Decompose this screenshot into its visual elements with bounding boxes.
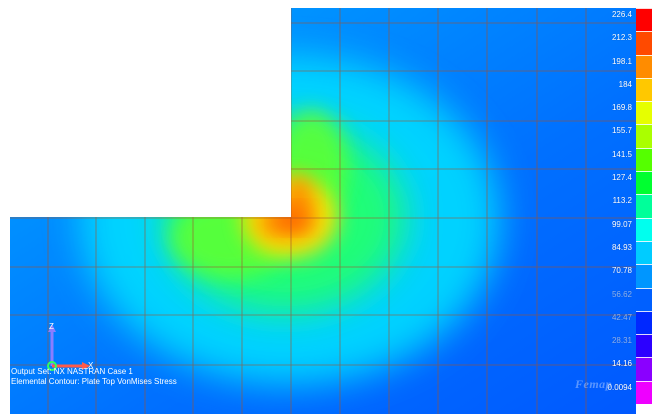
legend-color-swatch <box>636 31 652 55</box>
contour-type-label: Elemental Contour: Plate Top VonMises St… <box>11 377 177 386</box>
legend-color-swatch <box>636 8 652 32</box>
legend-value-label: 42.47 <box>572 313 632 323</box>
legend-value-label: 113.2 <box>572 196 632 206</box>
legend-value-label: 28.31 <box>572 336 632 346</box>
legend-color-swatch <box>636 101 652 125</box>
legend-value-label: 70.78 <box>572 266 632 276</box>
legend-value-label: 56.62 <box>572 290 632 300</box>
legend-value-label: 127.4 <box>572 173 632 183</box>
contour-legend-bar <box>636 8 652 404</box>
legend-color-swatch <box>636 124 652 148</box>
legend-color-swatch <box>636 334 652 358</box>
legend-color-swatch <box>636 288 652 312</box>
legend-value-label: 226.4 <box>572 10 632 20</box>
legend-value-label: 14.16 <box>572 359 632 369</box>
legend-color-swatch <box>636 148 652 172</box>
legend-value-label: 198.1 <box>572 57 632 67</box>
legend-color-swatch <box>636 171 652 195</box>
legend-value-label: 184 <box>572 80 632 90</box>
legend-color-swatch <box>636 264 652 288</box>
legend-color-swatch <box>636 194 652 218</box>
legend-value-label: 212.3 <box>572 33 632 43</box>
legend-color-swatch <box>636 381 652 405</box>
legend-value-label: 99.07 <box>572 220 632 230</box>
legend-value-label: 84.93 <box>572 243 632 253</box>
legend-value-label: 169.8 <box>572 103 632 113</box>
legend-color-swatch <box>636 241 652 265</box>
triad-z-label: Z <box>49 322 54 331</box>
legend-value-label: 141.5 <box>572 150 632 160</box>
legend-color-swatch <box>636 218 652 242</box>
legend-color-swatch <box>636 78 652 102</box>
femap-logo: Femap <box>575 377 612 392</box>
legend-color-swatch <box>636 357 652 381</box>
legend-value-label: 155.7 <box>572 126 632 136</box>
output-set-label: Output Set: NX NASTRAN Case 1 <box>11 367 133 376</box>
legend-color-swatch <box>636 55 652 79</box>
legend-color-swatch <box>636 311 652 335</box>
